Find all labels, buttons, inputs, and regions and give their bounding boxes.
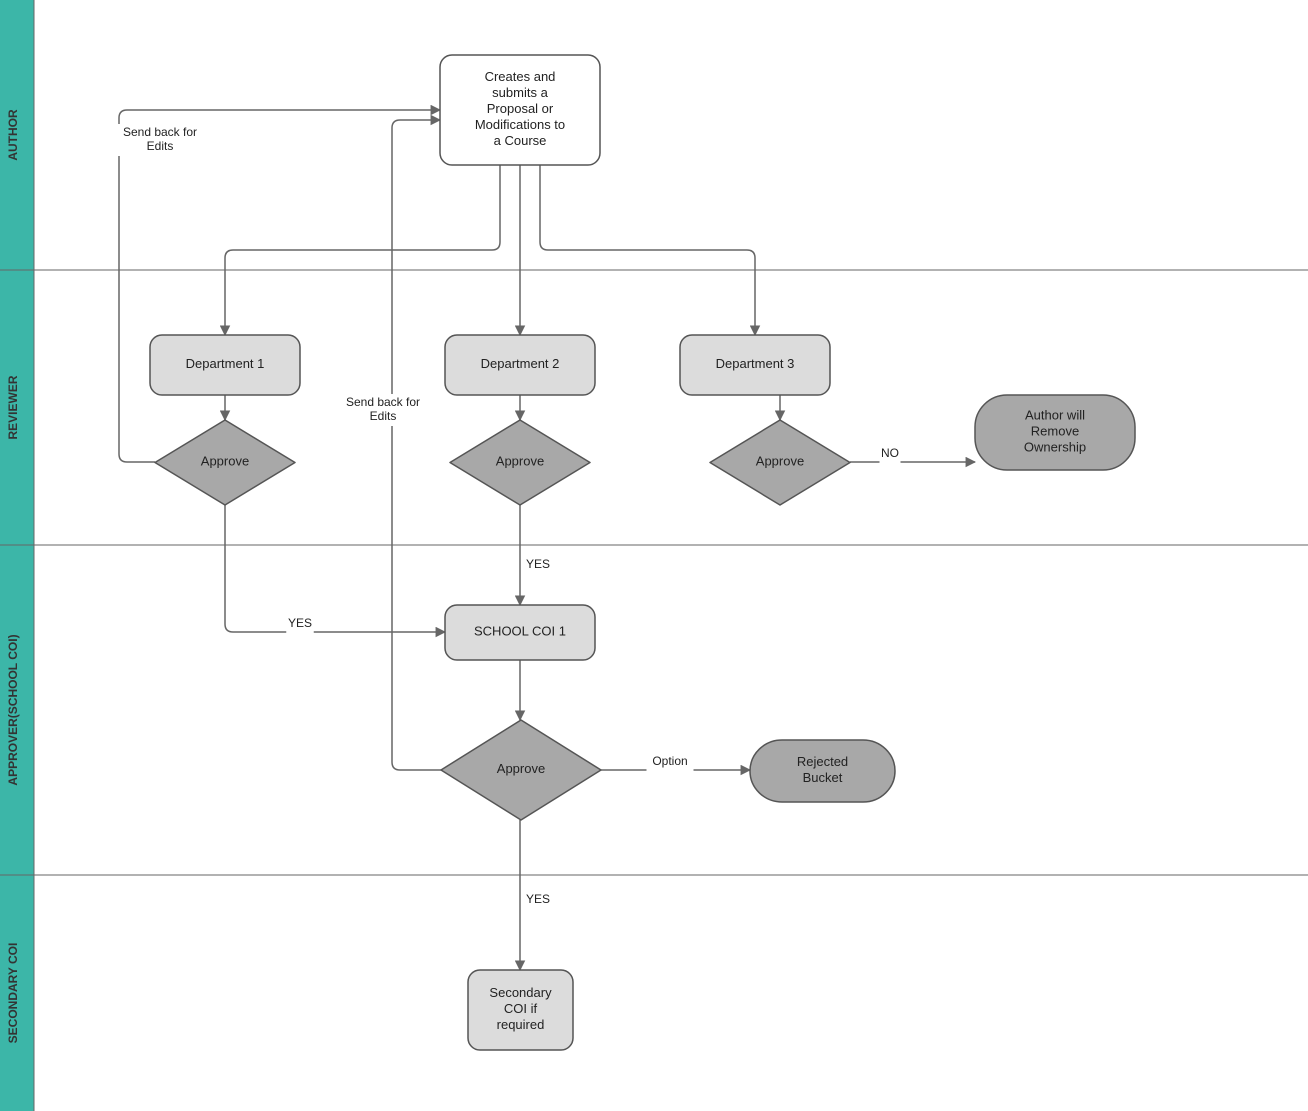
node-remove: Author willRemoveOwnership bbox=[975, 395, 1135, 470]
edge-label: NO bbox=[881, 446, 899, 460]
node-approve2: Approve bbox=[450, 420, 590, 505]
edge-label: YES bbox=[526, 557, 550, 571]
node-remove-label: Author willRemoveOwnership bbox=[1024, 408, 1086, 455]
swimlane-label: AUTHOR bbox=[6, 109, 20, 161]
swimlane-label: REVIEWER bbox=[6, 375, 20, 439]
nodes-layer: Creates andsubmits aProposal orModificat… bbox=[150, 55, 1135, 1050]
node-dept2-label: Department 2 bbox=[481, 356, 560, 371]
node-approve2-label: Approve bbox=[496, 454, 544, 469]
swimlane-label: SECONDARY COI bbox=[6, 943, 20, 1044]
node-schoolcoi: SCHOOL COI 1 bbox=[445, 605, 595, 660]
node-start: Creates andsubmits aProposal orModificat… bbox=[440, 55, 600, 165]
node-dept1-label: Department 1 bbox=[186, 356, 265, 371]
flow-edge bbox=[392, 120, 441, 770]
node-dept1: Department 1 bbox=[150, 335, 300, 395]
flow-edge bbox=[540, 165, 755, 335]
node-secondary: SecondaryCOI ifrequired bbox=[468, 970, 573, 1050]
node-rejected: RejectedBucket bbox=[750, 740, 895, 802]
node-approve4-label: Approve bbox=[497, 761, 545, 776]
flowchart-diagram: AUTHOR REVIEWER APPROVER(SCHOOL COI) SECOND… bbox=[0, 0, 1308, 1111]
node-approve3-label: Approve bbox=[756, 454, 804, 469]
node-dept3-label: Department 3 bbox=[716, 356, 795, 371]
edge-label: YES bbox=[288, 616, 312, 630]
node-rejected-label: RejectedBucket bbox=[797, 754, 848, 785]
flow-edge bbox=[225, 505, 445, 632]
node-approve4: Approve bbox=[441, 720, 601, 820]
node-approve1: Approve bbox=[155, 420, 295, 505]
flow-edge bbox=[225, 165, 500, 335]
edges-layer: Send back forEditsYESYESNOSend back forE… bbox=[114, 110, 975, 970]
swimlane-label: APPROVER(SCHOOL COI) bbox=[6, 634, 20, 785]
node-schoolcoi-label: SCHOOL COI 1 bbox=[474, 624, 566, 639]
edge-label: Option bbox=[652, 754, 687, 768]
node-dept3: Department 3 bbox=[680, 335, 830, 395]
node-approve3: Approve bbox=[710, 420, 850, 505]
node-dept2: Department 2 bbox=[445, 335, 595, 395]
edge-label: YES bbox=[526, 892, 550, 906]
node-approve1-label: Approve bbox=[201, 454, 249, 469]
